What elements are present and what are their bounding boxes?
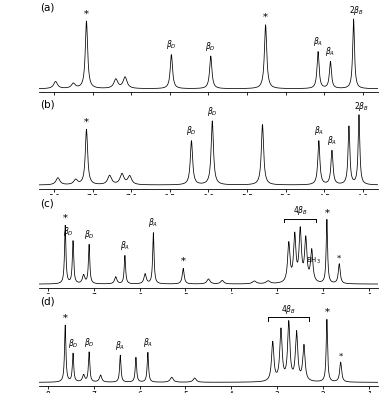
Text: *: * [181, 257, 186, 266]
Text: *: * [63, 314, 68, 323]
Text: $\beta_A$: $\beta_A$ [115, 339, 125, 352]
Text: *: * [325, 208, 329, 217]
Text: *: * [339, 353, 343, 360]
Text: *: * [84, 9, 89, 18]
Text: (c): (c) [40, 198, 54, 208]
Text: $4\beta_B$: $4\beta_B$ [293, 204, 308, 217]
X-axis label: δ / ppm: δ / ppm [191, 206, 226, 215]
Text: $\beta_D$: $\beta_D$ [166, 38, 177, 51]
Text: $\beta_A$: $\beta_A$ [148, 217, 159, 230]
X-axis label: δ / ppm: δ / ppm [191, 305, 226, 314]
Text: (b): (b) [40, 99, 55, 109]
Text: *: * [325, 308, 329, 317]
Text: $\beta_D$: $\beta_D$ [207, 105, 218, 118]
Text: *: * [84, 118, 89, 127]
Text: $4\beta_B$: $4\beta_B$ [281, 303, 296, 316]
Text: *: * [337, 254, 341, 262]
Text: $\beta_D$: $\beta_D$ [84, 228, 95, 241]
Text: $\beta_A$: $\beta_A$ [314, 125, 324, 138]
Text: *: * [263, 13, 268, 22]
Text: $\beta_A$: $\beta_A$ [313, 35, 323, 48]
Text: $\beta_D$: $\beta_D$ [63, 225, 74, 238]
Text: $\beta_A$: $\beta_A$ [143, 336, 153, 349]
Text: $\beta_A$: $\beta_A$ [120, 239, 130, 252]
Text: $2\beta_B$: $2\beta_B$ [349, 4, 364, 17]
Text: $\beta_D$: $\beta_D$ [68, 338, 78, 351]
Text: $\beta_A$: $\beta_A$ [325, 45, 335, 58]
Text: (d): (d) [40, 296, 55, 306]
Text: $\beta_D$: $\beta_D$ [186, 125, 197, 138]
Text: *: * [63, 214, 68, 223]
Text: $\beta_D$: $\beta_D$ [84, 336, 95, 349]
Text: $\beta_D$: $\beta_D$ [205, 40, 216, 53]
Text: $2\beta_B$: $2\beta_B$ [354, 100, 369, 113]
Text: $\beta_A$: $\beta_A$ [327, 134, 337, 147]
Text: $\mathrm{BH_3}$: $\mathrm{BH_3}$ [306, 256, 320, 266]
Text: (a): (a) [40, 3, 55, 13]
